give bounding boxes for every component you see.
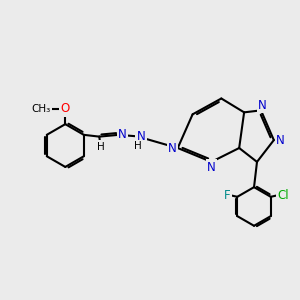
Text: CH₃: CH₃: [32, 104, 51, 114]
Text: N: N: [168, 142, 177, 154]
Text: H: H: [97, 142, 104, 152]
Text: F: F: [224, 189, 230, 202]
Text: N: N: [118, 128, 127, 141]
Text: O: O: [61, 102, 70, 115]
Text: H: H: [134, 141, 142, 152]
Text: N: N: [276, 134, 285, 147]
Text: Cl: Cl: [278, 189, 289, 202]
Text: N: N: [136, 130, 145, 143]
Text: N: N: [207, 161, 216, 174]
Text: N: N: [258, 98, 267, 112]
